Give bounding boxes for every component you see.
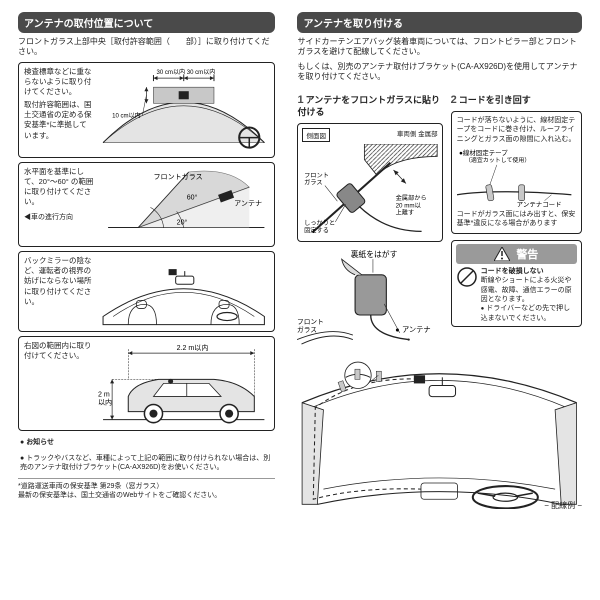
svg-text:ガラス: ガラス bbox=[297, 325, 317, 334]
panel4-text: 右図の範囲内に取り付けてください。 bbox=[24, 341, 94, 361]
side-view-label: 側面図 bbox=[302, 128, 330, 142]
svg-text:上離す: 上離す bbox=[396, 208, 415, 216]
svg-text:ガラス: ガラス bbox=[305, 178, 324, 186]
svg-text:30 cm以内: 30 cm以内 bbox=[156, 68, 185, 76]
svg-text:アンテナ: アンテナ bbox=[402, 325, 431, 334]
warning-icon bbox=[494, 247, 510, 261]
metal-label: 車両側 金属部 bbox=[333, 128, 438, 142]
panel1-b1: 検査標章などに重ならないように取り付けてください。 bbox=[24, 67, 94, 97]
panel-angle: 水平面を基準にして、20°〜60° の範囲に取り付けてください。 ◀車の進行方向… bbox=[18, 162, 275, 248]
panel1-b2: 取付許容範囲は、国土交通省の定める保安基準*に準拠しています。 bbox=[24, 100, 94, 141]
step2: 2コードを引き回す コードが落ちないように、線材固定テープをコードに巻き付け、ル… bbox=[451, 93, 582, 349]
svg-text:アンテナコード: アンテナコード bbox=[516, 201, 561, 207]
svg-text:30 cm以内: 30 cm以内 bbox=[187, 68, 216, 76]
right-intro1: サイドカーテンエアバッグ装着車両については、フロントピラー部とフロントガラスを避… bbox=[297, 37, 582, 58]
warn-body-text: 断線やショートによる火災や感電、故障、通信エラーの原因となります。 bbox=[481, 276, 576, 304]
svg-text:しっかりと: しっかりと bbox=[305, 220, 336, 227]
footnote: *道路運送車両の保安基準 第29条（窓ガラス） 最新の保安基準は、国土交通省のW… bbox=[18, 478, 275, 501]
left-header: アンテナの取付位置について bbox=[18, 12, 275, 33]
panel3-text: バックミラーの陰など、運転者の視界の妨げにならない場所に取り付けてください。 bbox=[24, 256, 94, 307]
warn-li: ドライバーなどの先で押し込まないでください。 bbox=[481, 304, 576, 323]
diagram-cable-tape: ●線材固定テープ （適宜カットして使用） アンテナコード bbox=[457, 147, 576, 207]
svg-text:金属部から: 金属部から bbox=[396, 194, 427, 202]
diagram-windshield-top: 30 cm以内 30 cm以内 10 cm以内 bbox=[98, 67, 269, 153]
diagram-car-side: 2.2 m以内 2 m 以内 bbox=[98, 341, 269, 427]
svg-text:以内: 以内 bbox=[98, 397, 112, 406]
wiring-example: − 配線例 − bbox=[297, 357, 582, 509]
panel-dimensions: 右図の範囲内に取り付けてください。 2.2 m以内 bbox=[18, 336, 275, 432]
panel2-text: 水平面を基準にして、20°〜60° の範囲に取り付けてください。 bbox=[24, 167, 94, 208]
svg-text:フロント: フロント bbox=[297, 318, 324, 326]
svg-text:フロントガラス: フロントガラス bbox=[153, 172, 202, 181]
tips-head: ● お知らせ bbox=[20, 438, 275, 447]
step1: 1アンテナをフロントガラスに貼り付ける 側面図 車両側 金属部 bbox=[297, 93, 442, 349]
right-header: アンテナを取り付ける bbox=[297, 12, 582, 33]
svg-text:20°: 20° bbox=[177, 218, 188, 226]
warn-title: 警告 bbox=[516, 246, 538, 262]
svg-text:（適宜カットして使用）: （適宜カットして使用） bbox=[465, 156, 530, 164]
diagram-wiring bbox=[297, 357, 582, 509]
left-column: アンテナの取付位置について フロントガラス上部中央［取付許容範囲（ 部）］に取り… bbox=[18, 12, 275, 588]
route-label: − 配線例 − bbox=[544, 500, 582, 511]
svg-text:20 mm以: 20 mm以 bbox=[396, 202, 421, 209]
diagram-side-attach: フロントガラス しっかりと固定する 金属部から 20 mm以 上離す bbox=[302, 144, 437, 238]
tips-body: ● トラックやバスなど、車種によって上記の範囲に取り付けられない場合は、別売のア… bbox=[20, 454, 275, 473]
svg-text:フロント: フロント bbox=[305, 172, 330, 179]
svg-text:アンテナ: アンテナ bbox=[234, 199, 262, 207]
panel-windshield-top: 検査標章などに重ならないように取り付けてください。 取付許容範囲は、国土交通省の… bbox=[18, 62, 275, 158]
right-column: アンテナを取り付ける サイドカーテンエアバッグ装着車両については、フロントピラー… bbox=[297, 12, 582, 588]
svg-text:2 m: 2 m bbox=[98, 391, 110, 398]
cable-panel: コードが落ちないように、線材固定テープをコードに巻き付け、ルーフライニングとガラ… bbox=[451, 111, 582, 234]
diagram-interior bbox=[98, 256, 269, 327]
right-intro2: もしくは、別売のアンテナ取付けブラケット(CA-AX926D)を使用してアンテナ… bbox=[297, 62, 582, 83]
warning-box: 警告 コードを破損しない 断線やショートによる火災や感電、故障、通信エラーの原因… bbox=[451, 240, 582, 328]
svg-text:10 cm以内: 10 cm以内 bbox=[112, 111, 141, 119]
svg-text:裏紙をはがす: 裏紙をはがす bbox=[351, 249, 398, 259]
svg-text:●線材固定テープ: ●線材固定テープ bbox=[459, 148, 508, 157]
svg-text:固定する: 固定する bbox=[305, 226, 330, 234]
left-intro: フロントガラス上部中央［取付許容範囲（ 部）］に取り付けてください。 bbox=[18, 37, 275, 58]
prohibit-icon bbox=[457, 267, 477, 287]
panel2-arrow: ◀車の進行方向 bbox=[24, 213, 94, 222]
svg-text:60°: 60° bbox=[187, 193, 198, 201]
panel-mirror: バックミラーの陰など、運転者の視界の妨げにならない場所に取り付けてください。 bbox=[18, 251, 275, 332]
step1-title: アンテナをフロントガラスに貼り付ける bbox=[297, 95, 440, 117]
step2-title: コードを引き回す bbox=[459, 95, 531, 105]
svg-text:2.2 m以内: 2.2 m以内 bbox=[177, 343, 209, 352]
diagram-peel: 裏紙をはがす フロントガラス ●アンテナ bbox=[297, 248, 442, 349]
warn-heading: コードを破損しない bbox=[481, 267, 576, 276]
diagram-angle: フロントガラス アンテナ 60° 20° bbox=[98, 167, 269, 243]
